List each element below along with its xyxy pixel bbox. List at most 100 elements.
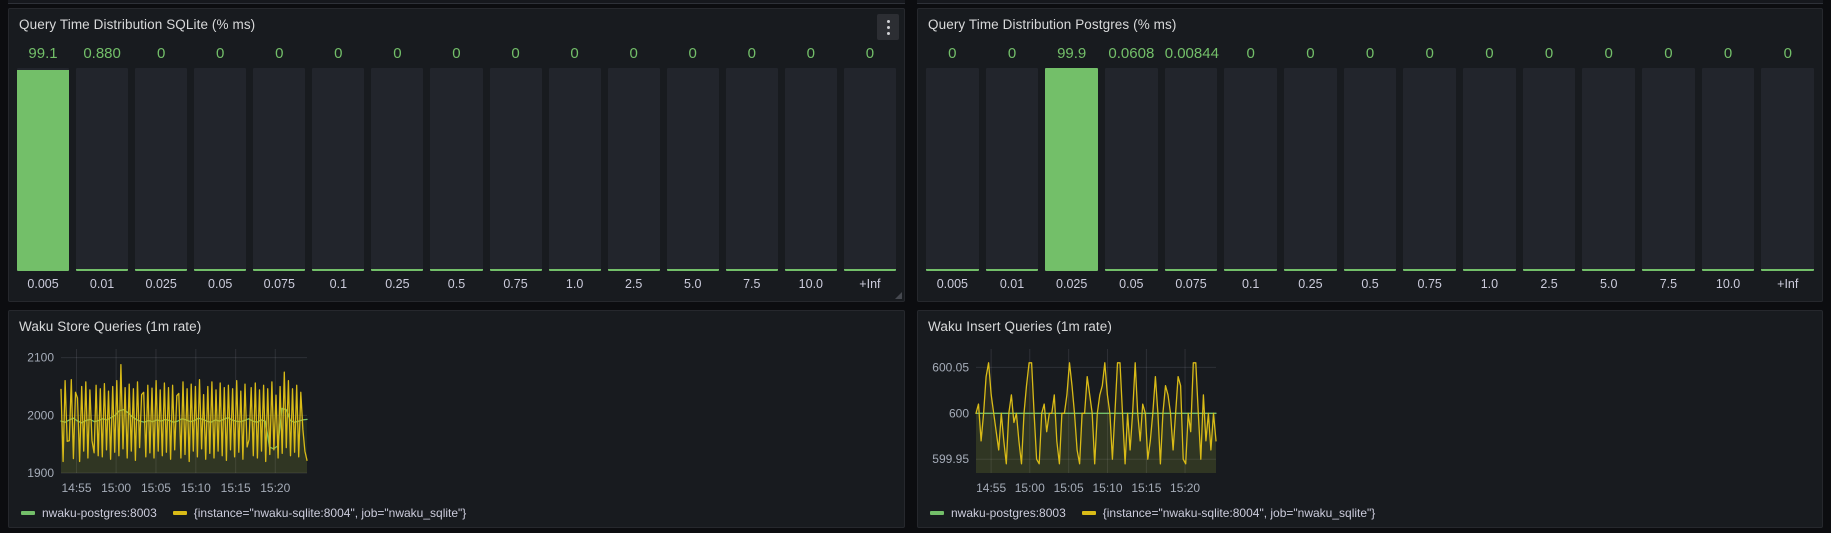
bar-fill	[1582, 269, 1636, 271]
bar-column: 0 1.0	[548, 45, 601, 293]
bar-track	[76, 68, 129, 271]
bar-column: 0 0.1	[1224, 45, 1278, 293]
bar-category-label: +Inf	[1777, 277, 1799, 291]
bar-fill	[725, 269, 778, 271]
bar-fill	[1403, 269, 1457, 271]
y-axis-label: 600	[949, 406, 969, 420]
bar-track	[784, 68, 837, 271]
bar-column: 0.0608 0.05	[1105, 45, 1158, 293]
bar-column: 0 2.5	[1522, 45, 1576, 293]
x-axis-label: 15:05	[141, 481, 171, 495]
panel-title-store-queries[interactable]: Waku Store Queries (1m rate)	[19, 318, 202, 334]
bar-track	[548, 68, 601, 271]
bar-fill	[548, 269, 601, 271]
bar-track	[1284, 68, 1337, 271]
legend-label: nwaku-postgres:8003	[951, 506, 1066, 520]
bar-fill	[17, 69, 70, 271]
x-axis-label: 15:15	[221, 481, 251, 495]
bar-column: 0 0.75	[489, 45, 542, 293]
bar-fill	[1642, 269, 1695, 271]
bar-value-label: 0	[1246, 45, 1255, 62]
bar-value-label: 0	[1604, 45, 1613, 62]
bar-value-label: 0	[1723, 45, 1733, 62]
bar-value-label: 99.1	[28, 45, 58, 62]
bar-fill	[666, 269, 719, 271]
bar-track	[985, 68, 1039, 271]
bar-category-label: 0.5	[447, 277, 466, 291]
bar-category-label: 0.01	[999, 277, 1025, 291]
bar-value-label: 0	[1664, 45, 1673, 62]
bar-track	[430, 68, 483, 271]
bar-column: 0 1.0	[1463, 45, 1516, 293]
bar-fill	[1761, 269, 1815, 271]
bar-column: 0 0.25	[1284, 45, 1337, 293]
panel-title-insert-queries[interactable]: Waku Insert Queries (1m rate)	[928, 318, 1112, 334]
legend: nwaku-postgres:8003 {instance="nwaku-sql…	[21, 504, 466, 522]
bar-category-label: 5.0	[684, 277, 702, 291]
bar-category-label: 0.005	[936, 277, 968, 291]
bar-value-label: 0	[747, 45, 756, 62]
bar-column: 0.880 0.01	[76, 45, 129, 293]
bar-value-label: 0	[275, 45, 284, 62]
bar-track	[1045, 68, 1099, 271]
bar-track	[843, 68, 896, 271]
panel-header: Waku Store Queries (1m rate)	[9, 311, 904, 341]
series-line	[60, 363, 308, 463]
bar-category-label: 0.25	[385, 277, 410, 291]
bar-column: 0 5.0	[1582, 45, 1636, 293]
legend-item-postgres[interactable]: nwaku-postgres:8003	[930, 506, 1066, 520]
bar-track	[371, 68, 424, 271]
bar-column: 0 5.0	[666, 45, 719, 293]
bar-track	[1701, 68, 1755, 271]
bar-value-label: 0	[1783, 45, 1792, 62]
bar-column: 0 7.5	[725, 45, 778, 293]
bar-fill	[76, 269, 129, 271]
store-queries-chart[interactable]: 2100 2000 1900 14:55 15:00 15:05 15:10 15:15 15:…	[17, 343, 317, 501]
legend-item-postgres[interactable]: nwaku-postgres:8003	[21, 506, 157, 520]
bar-value-label: 0	[1007, 45, 1017, 62]
bar-fill	[1105, 269, 1158, 271]
bar-fill	[1522, 269, 1576, 271]
bar-column: 0 7.5	[1642, 45, 1695, 293]
panel-header: Query Time Distribution Postgres (% ms)	[918, 9, 1822, 39]
bar-value-label: 0	[1425, 45, 1434, 62]
legend-item-sqlite[interactable]: {instance="nwaku-sqlite:8004", job="nwak…	[172, 506, 467, 520]
series-line	[975, 362, 1217, 465]
bar-category-label: 0.075	[263, 277, 295, 291]
bar-value-label: 0	[334, 45, 343, 62]
panel-title-postgres[interactable]: Query Time Distribution Postgres (% ms)	[928, 16, 1177, 32]
bar-track	[1761, 68, 1815, 271]
bar-category-label: 1.0	[1480, 277, 1499, 291]
legend-label: {instance="nwaku-sqlite:8004", job="nwak…	[193, 506, 467, 520]
x-axis-label: 15:15	[1131, 481, 1161, 495]
bar-track	[253, 68, 306, 271]
bar-fill	[135, 269, 188, 271]
panel-title-sqlite[interactable]: Query Time Distribution SQLite (% ms)	[19, 16, 256, 32]
bar-column: 0 0.25	[371, 45, 424, 293]
bar-column: 0 0.75	[1403, 45, 1457, 293]
bar-value-label: 0	[511, 45, 520, 62]
legend-swatch-yellow	[172, 511, 187, 515]
bar-fill	[843, 269, 896, 271]
bar-category-label: 0.025	[145, 277, 177, 291]
bar-track	[666, 68, 719, 271]
panel-menu-kebab-icon[interactable]	[877, 14, 899, 40]
legend-swatch-yellow	[1081, 511, 1096, 515]
bar-fill	[1463, 269, 1516, 271]
bar-fill	[607, 269, 660, 271]
bar-value-label: 0	[629, 45, 638, 62]
bar-fill	[1284, 269, 1337, 271]
bar-value-label: 0.880	[83, 45, 121, 62]
legend-item-sqlite[interactable]: {instance="nwaku-sqlite:8004", job="nwak…	[1081, 506, 1375, 520]
panel-resize-handle[interactable]	[895, 292, 902, 299]
legend: nwaku-postgres:8003 {instance="nwaku-sql…	[930, 504, 1375, 522]
insert-queries-chart[interactable]: 600.05 600 599.95 14:55 15:00 15:05 15:10 15:15…	[926, 343, 1226, 501]
panel-header: Waku Insert Queries (1m rate)	[918, 311, 1822, 341]
bar-category-label: 7.5	[743, 277, 761, 291]
panel-header: Query Time Distribution SQLite (% ms)	[9, 9, 904, 39]
bar-category-label: 0.1	[1242, 277, 1260, 291]
bar-category-label: 1.0	[565, 277, 584, 291]
y-axis-label: 2100	[27, 351, 54, 365]
bar-column: 0 +Inf	[1761, 45, 1815, 293]
